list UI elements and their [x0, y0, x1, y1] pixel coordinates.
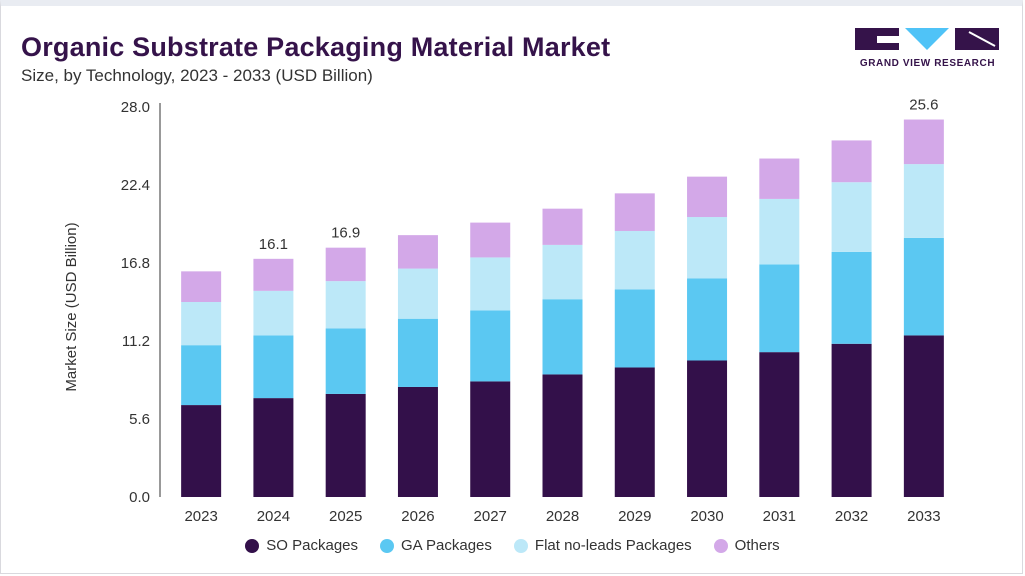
legend-swatch-flat [513, 538, 528, 553]
bar-2026-flat-no-leads-packages [397, 268, 438, 319]
bar-2032-so-packages [831, 343, 872, 497]
legend-swatch-ga [380, 538, 395, 553]
legend-label-so: SO Packages [266, 537, 359, 554]
y-tick-label: 22.4 [121, 177, 150, 194]
x-tick-label: 2029 [618, 508, 651, 525]
data-label-2025: 16.9 [331, 225, 360, 242]
bar-2025-others [325, 247, 366, 282]
x-tick-label: 2032 [835, 508, 868, 525]
x-tick-label: 2033 [907, 508, 940, 525]
bar-2024-others [253, 258, 294, 291]
bar-2025-so-packages [325, 393, 366, 497]
y-tick-label: 16.8 [121, 255, 150, 272]
legend-label-others: Others [734, 537, 780, 554]
bar-2026-others [397, 235, 438, 269]
bar-2023-flat-no-leads-packages [181, 302, 222, 346]
chart-legend: SO Packages GA Packages Flat no-leads Pa… [0, 537, 1025, 554]
grand-view-research-logo [855, 28, 999, 50]
legend-label-flat: Flat no-leads Packages [534, 537, 692, 554]
legend-swatch-others [713, 538, 728, 553]
bar-2024-ga-packages [253, 335, 294, 399]
bar-2031-ga-packages [759, 264, 800, 353]
x-tick-label: 2023 [184, 508, 217, 525]
data-label-2033: 25.6 [909, 97, 938, 114]
bar-2033-flat-no-leads-packages [903, 164, 944, 238]
bar-2030-others [687, 176, 728, 218]
bar-2031-flat-no-leads-packages [759, 198, 800, 265]
logo-block-left-notch [877, 36, 899, 43]
logo-block-right-slash [968, 31, 996, 47]
chart-title: Organic Substrate Packaging Material Mar… [21, 32, 611, 62]
bar-2025-flat-no-leads-packages [325, 281, 366, 329]
bar-2024-so-packages [253, 398, 294, 497]
x-tick-label: 2024 [257, 508, 290, 525]
bar-2033-ga-packages [903, 237, 944, 336]
bar-2023-ga-packages [181, 345, 222, 406]
x-tick-label: 2028 [546, 508, 579, 525]
bar-2032-ga-packages [831, 251, 872, 344]
bar-2033-so-packages [903, 335, 944, 497]
y-tick-label: 11.2 [122, 333, 150, 350]
bar-2030-so-packages [687, 360, 728, 497]
data-label-2024: 16.1 [259, 236, 288, 253]
legend-item-ga: GA Packages [380, 537, 492, 554]
bar-2023-others [181, 271, 222, 302]
bar-2029-others [614, 193, 655, 231]
legend-item-others: Others [713, 537, 780, 554]
y-axis-label: Market Size (USD Billion) [63, 222, 80, 391]
bar-2027-flat-no-leads-packages [470, 257, 511, 311]
logo-chevron [905, 28, 949, 50]
bar-2029-flat-no-leads-packages [614, 230, 655, 290]
x-tick-label: 2030 [690, 508, 723, 525]
bar-2028-ga-packages [542, 299, 583, 375]
bar-2027-others [470, 222, 511, 258]
legend-swatch-so [245, 538, 260, 553]
x-tick-label: 2027 [474, 508, 507, 525]
chart-subtitle: Size, by Technology, 2023 - 2033 (USD Bi… [21, 66, 373, 85]
bar-2028-flat-no-leads-packages [542, 244, 583, 300]
logo-text: GRAND VIEW RESEARCH [859, 58, 996, 69]
x-tick-label: 2031 [763, 508, 796, 525]
bar-2026-so-packages [397, 386, 438, 497]
logo-block-right [955, 28, 999, 50]
bar-2032-others [831, 140, 872, 183]
x-tick-label: 2025 [329, 508, 362, 525]
bar-2029-ga-packages [614, 289, 655, 368]
bar-2026-ga-packages [397, 318, 438, 387]
bar-2027-ga-packages [470, 310, 511, 382]
bar-2028-others [542, 208, 583, 245]
bar-2031-others [759, 158, 800, 199]
bar-2023-so-packages [181, 405, 222, 497]
bar-2031-so-packages [759, 352, 800, 497]
legend-label-ga: GA Packages [401, 537, 492, 554]
y-tick-label: 28.0 [121, 99, 150, 116]
bar-2029-so-packages [614, 367, 655, 497]
x-tick-label: 2026 [401, 508, 434, 525]
bar-2028-so-packages [542, 374, 583, 497]
bar-2033-others [903, 119, 944, 165]
legend-item-so: SO Packages [245, 537, 358, 554]
bar-2030-ga-packages [687, 278, 728, 361]
y-tick-label: 0.0 [129, 489, 150, 506]
bar-2030-flat-no-leads-packages [687, 217, 728, 279]
bar-2032-flat-no-leads-packages [831, 182, 872, 252]
bar-2025-ga-packages [325, 328, 366, 394]
bar-2027-so-packages [470, 381, 511, 497]
legend-item-flat: Flat no-leads Packages [513, 537, 692, 554]
y-tick-label: 5.6 [129, 411, 150, 428]
bar-2024-flat-no-leads-packages [253, 290, 294, 336]
